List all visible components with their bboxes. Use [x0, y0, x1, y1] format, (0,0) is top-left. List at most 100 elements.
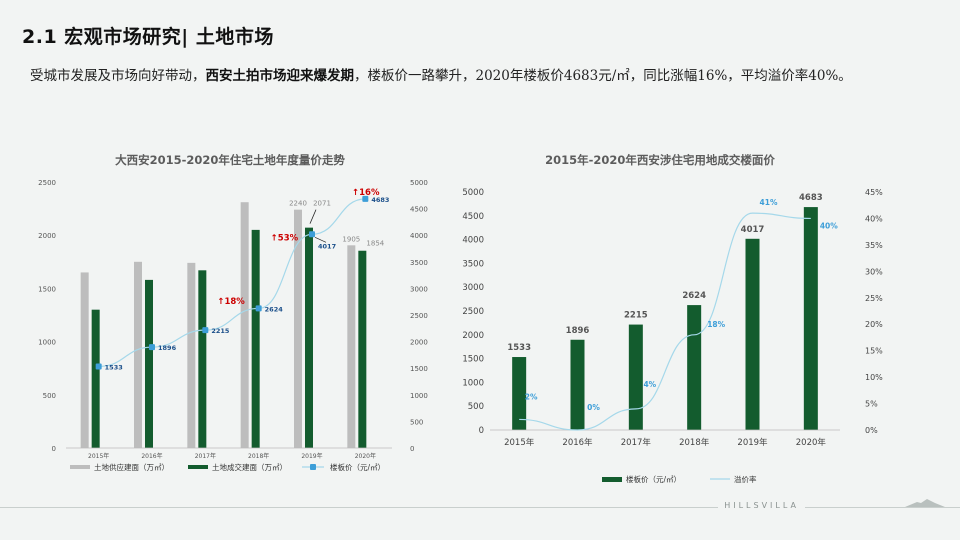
- legend-swatch-floor-price: [602, 477, 622, 482]
- chart1-bar-deal: [145, 279, 153, 448]
- chart1-bar-supply: [240, 202, 249, 448]
- legend-swatch-deal: [188, 465, 208, 469]
- legend-label-supply: 土地供应建面（万㎡）: [94, 462, 169, 472]
- chart2-left-tick: 4500: [462, 212, 484, 222]
- chart2-right-tick: 10%: [865, 373, 883, 382]
- chart2-x-tick: 2018年: [679, 437, 710, 448]
- chart1-left-tick: 2500: [38, 179, 56, 187]
- intro-text-1: 受城市发展及市场向好带动，: [30, 68, 206, 84]
- chart2-bar-price: [570, 339, 585, 430]
- chart1-growth-annotation: ↑18%: [217, 297, 245, 307]
- legend-label-premium: 溢价率: [734, 474, 757, 484]
- chart1-price-point: [255, 305, 262, 312]
- chart1-bar-supply: [294, 209, 302, 448]
- chart1-bar-label: 1854: [366, 240, 384, 248]
- legend-swatch-supply: [70, 465, 90, 469]
- chart1-left-tick: 0: [52, 445, 56, 453]
- chart2-bar-label: 4017: [741, 225, 765, 235]
- chart1-right-tick: 500: [410, 418, 423, 426]
- chart1-bar-supply: [80, 272, 89, 448]
- chart1-right-tick: 2500: [410, 312, 428, 320]
- chart1-right-tick: 3500: [410, 259, 428, 267]
- chart1-left-tick: 1000: [38, 339, 56, 347]
- legend-label-price: 楼板价（元/㎡）: [330, 462, 385, 472]
- chart1-x-tick: 2015年: [88, 452, 109, 460]
- chart2-bar-price: [628, 324, 643, 430]
- chart2-left-tick: 5000: [462, 188, 484, 198]
- chart1-price-label: 1896: [158, 344, 177, 352]
- chart1-price-label: 4683: [371, 196, 389, 204]
- chart2-premium-label: 0%: [587, 403, 600, 412]
- legend-label-deal: 土地成交建面（万㎡）: [212, 462, 287, 472]
- chart2-bar-label: 2215: [624, 311, 648, 321]
- chart2-right-tick: 0%: [865, 426, 878, 435]
- mountain-logo-icon: [905, 499, 945, 507]
- chart1-bar-supply: [187, 262, 196, 448]
- page-title: 2.1 宏观市场研究| 土地市场: [22, 26, 274, 48]
- chart2-right-tick: 5%: [865, 400, 878, 409]
- chart1-bar-deal: [251, 229, 260, 448]
- chart1-x-tick: 2016年: [141, 452, 162, 460]
- chart1-growth-annotation: ↑16%: [352, 188, 380, 198]
- chart1-left-tick: 2000: [38, 232, 56, 240]
- chart2-left-tick: 4000: [462, 236, 484, 246]
- chart1-x-tick: 2018年: [248, 452, 269, 460]
- chart1-right-tick: 3000: [410, 285, 428, 293]
- chart2-left-tick: 1500: [462, 355, 484, 365]
- chart1-right-tick: 4000: [410, 232, 428, 240]
- chart2-x-tick: 2017年: [621, 437, 652, 448]
- legend-label-floor-price: 楼板价（元/㎡）: [626, 474, 681, 484]
- chart2-title: 2015年-2020年西安涉住宅用地成交楼面价: [545, 153, 775, 167]
- chart1-bar-deal: [198, 270, 207, 448]
- chart1-bar-supply: [347, 245, 356, 448]
- chart2-left-tick: 3000: [462, 283, 484, 293]
- chart2-x-tick: 2020年: [796, 437, 827, 448]
- chart1-price-point: [202, 327, 209, 334]
- chart2-right-tick: 45%: [865, 188, 883, 197]
- intro-paragraph: 受城市发展及市场向好带动，西安土拍市场迎来爆发期，楼板价一路攀升，2020年楼板…: [30, 62, 935, 91]
- chart2-left-tick: 1000: [462, 378, 484, 388]
- chart2-left-tick: 0: [479, 426, 484, 436]
- chart1-x-tick: 2020年: [355, 452, 376, 460]
- chart1-left-tick: 1500: [38, 285, 56, 293]
- legend-swatch-price-marker: [310, 464, 316, 470]
- chart1-price-point: [95, 363, 102, 370]
- chart1-price-label: 2624: [265, 305, 284, 313]
- chart2-x-tick: 2016年: [562, 437, 593, 448]
- chart1-leader-line: [314, 237, 327, 243]
- chart2-bar-price: [745, 238, 760, 430]
- chart1-bar-deal: [91, 309, 100, 448]
- chart2-left-tick: 500: [468, 402, 484, 412]
- chart2-premium-label: 41%: [760, 198, 778, 207]
- chart1-price-point: [362, 195, 369, 202]
- chart1-right-tick: 4500: [410, 206, 428, 214]
- chart2-bar-price: [512, 357, 527, 430]
- chart2-x-tick: 2015年: [504, 437, 535, 448]
- chart2-bar-price: [803, 207, 818, 430]
- chart2-right-tick: 15%: [865, 347, 883, 356]
- chart2-bar-label: 1896: [566, 326, 590, 336]
- chart2-bar-label: 2624: [682, 291, 706, 301]
- chart1-right-tick: 2000: [410, 339, 428, 347]
- chart2-right-tick: 40%: [865, 214, 883, 223]
- chart1-land-volume-price: 0 500 1000 1500 2000 2500 0 500 1000 1500 2000 2500…: [38, 179, 428, 472]
- footer-divider: [0, 507, 960, 508]
- chart2-right-tick: 25%: [865, 294, 883, 303]
- chart2-bar-label: 4683: [799, 193, 823, 203]
- chart2-left-tick: 2000: [462, 331, 484, 341]
- chart2-premium-label: 40%: [820, 221, 838, 230]
- chart1-left-tick: 500: [43, 392, 56, 400]
- intro-text-2: ，楼板价一路攀升，2020年楼板价4683元/㎡，同比涨幅16%，平均溢价率40…: [354, 68, 852, 84]
- chart2-premium-label: 2%: [525, 392, 538, 401]
- intro-highlight: 西安土拍市场迎来爆发期: [205, 68, 355, 84]
- chart1-right-tick: 0: [410, 445, 414, 453]
- chart1-price-label: 2215: [211, 327, 230, 335]
- chart1-right-tick: 5000: [410, 179, 428, 187]
- chart1-price-label: 1533: [105, 363, 123, 371]
- chart1-bar-label: 1905: [342, 235, 360, 243]
- chart2-right-tick: 30%: [865, 267, 883, 276]
- chart2-bar-label: 1533: [507, 343, 531, 353]
- chart1-bar-label: 2240: [289, 200, 307, 208]
- chart2-bar-price: [687, 305, 702, 430]
- chart1-x-tick: 2019年: [301, 452, 322, 460]
